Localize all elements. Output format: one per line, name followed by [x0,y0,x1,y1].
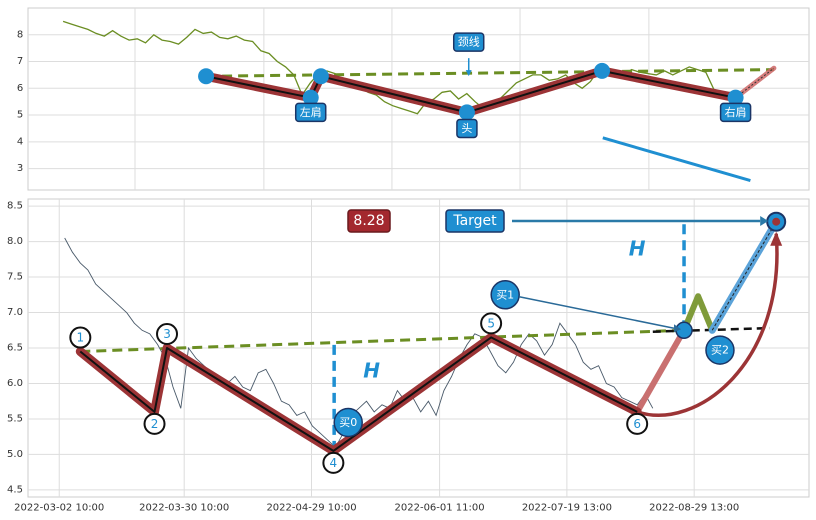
curved-arrow [636,233,779,417]
bottom-x-tick-labels: 2022-03-02 10:00 2022-03-30 10:00 2022-04-… [14,503,739,514]
top-y-tick-label: 4 [17,136,23,147]
top-annotation-1-box [456,118,478,139]
bottom-x-tick-label: 2022-06-01 11:00 [395,503,485,514]
top-pivot-point [594,62,611,79]
pivot-label-6: 6 [633,417,641,431]
bottom-pattern-line [79,336,638,452]
buy-point-label-1: 买1 [496,288,514,301]
breakout-target-leg-dots [711,221,777,331]
bottom-y-tick-label: 5.0 [7,449,23,460]
height-marker-label: H [629,237,646,261]
top-y-tick-label: 8 [17,29,23,40]
buy1-arrowhead [674,324,682,333]
bottom-y-tick-labels: 4.5 5.0 5.5 6.0 6.5 7.0 7.5 8.0 8.5 [7,201,23,496]
pivot-label-3: 3 [163,327,171,341]
top-annotation-0-box [294,102,327,123]
top-annotation-1: 头 [456,118,478,139]
bottom-neckline [80,328,685,353]
top-projection-dots [735,67,775,99]
target-value-box [347,209,391,233]
bottom-y-tick-label: 5.5 [7,413,23,424]
breakout-retest [681,293,716,334]
pivot-circle-5 [480,312,503,335]
top-pivot-point [198,68,215,85]
breakout-rise [634,327,687,415]
target-arrowhead [760,216,769,226]
pivot-circle-2 [143,412,166,435]
top-annotation-2-box [452,32,485,52]
top-y-tick-label: 3 [17,163,23,174]
buy-point-label-2: 买2 [711,344,729,357]
pivot-circle-3 [156,323,179,345]
target-label-text: Target [452,213,497,229]
target-value: 8.28 [347,209,391,233]
bottom-panel: 4.5 5.0 5.5 6.0 6.5 7.0 7.5 8.0 8.5 2022-03-02 1… [7,198,810,514]
bottom-y-tick-label: 6.5 [7,343,23,354]
pivot-circle-1 [69,326,92,349]
bottom-y-tick-label: 7.5 [7,272,23,283]
target-label: Target [445,209,505,233]
top-annotation-3: 右肩 [719,102,752,123]
top-y-tick-label: 7 [17,56,23,67]
top-y-tick-label: 5 [17,110,23,121]
top-annotation-0-text: 左肩 [300,105,322,119]
top-annotation-3-text: 右肩 [725,105,747,119]
pivot-label-5: 5 [487,316,495,330]
top-annotation-1-text: 头 [461,122,472,135]
bottom-x-tick-label: 2022-07-19 13:00 [522,503,612,514]
top-annotation-2-text: 颈线 [458,35,480,49]
curved-arrowhead [770,231,783,246]
pivot-label-1: 1 [77,331,85,345]
top-pivot-point [302,89,319,106]
top-pattern-line [205,69,736,114]
top-annotation-0: 左肩 [294,102,327,123]
top-trend-line [602,136,751,183]
top-annotation-2: 颈线 [452,32,485,52]
target-label-box [445,209,505,233]
target-point-core [772,217,781,226]
top-neckline [206,68,774,78]
top-annotation-3-box [719,102,752,123]
top-neckline-arrowhead [465,70,472,77]
top-pivot-point [312,68,329,85]
bottom-x-tick-label: 2022-03-02 10:00 [14,503,104,514]
height-marker-label: H [363,359,380,383]
buy1-arrow [519,296,675,329]
buy-point-0 [333,407,363,438]
bottom-y-tick-label: 8.0 [7,236,23,247]
bottom-y-tick-label: 6.0 [7,378,23,389]
top-y-tick-labels: 3 4 5 6 7 8 [17,29,23,174]
target-value-text: 8.28 [353,213,384,229]
bottom-y-tick-label: 4.5 [7,484,23,495]
pivot-circle-4 [322,451,345,474]
bottom-x-tick-label: 2022-03-30 10:00 [139,503,229,514]
buy-point-1 [490,280,520,310]
bottom-x-tick-label: 2022-08-29 13:00 [649,503,739,514]
buy-point-label-0: 买0 [339,416,357,429]
bottom-grid [28,199,809,497]
bottom-y-tick-label: 8.5 [7,201,23,212]
pivot-label-4: 4 [330,456,338,470]
pivot-circle-6 [626,412,649,435]
bottom-x-tick-label: 2022-04-29 10:00 [266,503,356,514]
top-pivot-point [727,89,744,106]
buy-point-2 [705,335,735,365]
bottom-chart-marks: H H 1 2 3 4 5 6 Target 8.28 买0 买1 买2 [64,209,787,474]
bottom-y-tick-label: 7.0 [7,307,23,318]
pivot-label-2: 2 [151,417,159,431]
top-y-tick-label: 6 [17,83,23,94]
top-pivot-point [458,104,475,121]
